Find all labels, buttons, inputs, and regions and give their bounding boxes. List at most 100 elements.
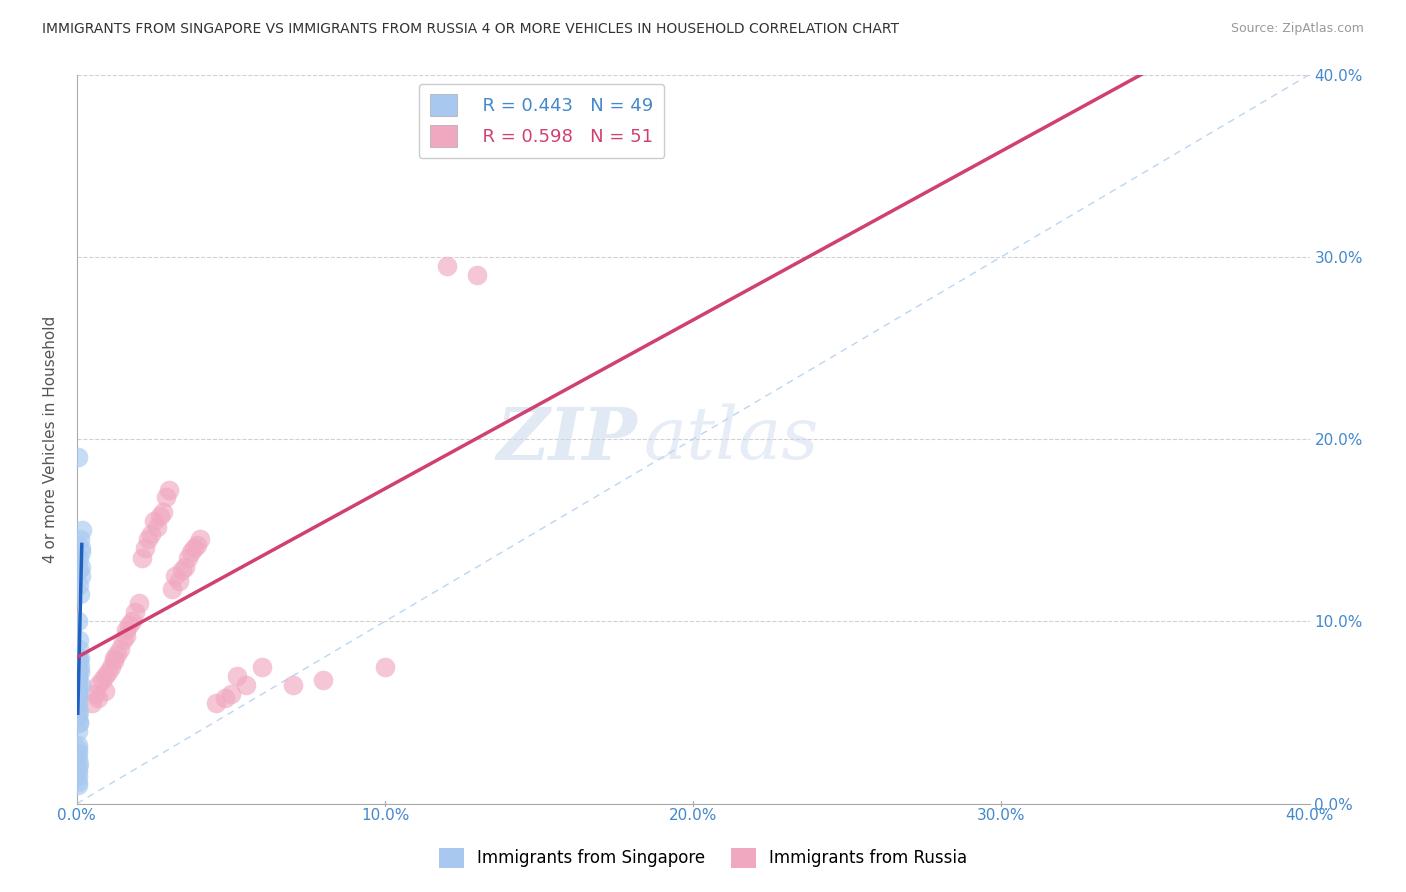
Point xyxy=(124,605,146,619)
Point xyxy=(69,650,91,665)
Point xyxy=(467,268,489,282)
Point xyxy=(66,764,89,778)
Point xyxy=(139,526,162,541)
Point xyxy=(67,683,90,698)
Point xyxy=(115,629,138,643)
Point xyxy=(67,697,90,711)
Point xyxy=(67,650,90,665)
Point xyxy=(67,632,90,647)
Point xyxy=(149,508,172,523)
Point xyxy=(226,669,249,683)
Point xyxy=(152,505,174,519)
Point xyxy=(67,669,90,683)
Point xyxy=(67,702,90,716)
Point xyxy=(67,769,90,783)
Point xyxy=(131,550,153,565)
Point xyxy=(67,746,90,760)
Point xyxy=(67,673,90,687)
Point xyxy=(103,655,125,669)
Point xyxy=(250,660,273,674)
Point xyxy=(66,778,89,792)
Point xyxy=(67,709,90,723)
Point xyxy=(204,697,226,711)
Point xyxy=(121,615,143,629)
Point xyxy=(67,615,90,629)
Point xyxy=(67,751,90,765)
Text: atlas: atlas xyxy=(644,404,820,475)
Point xyxy=(67,706,90,720)
Point xyxy=(66,450,89,465)
Text: ZIP: ZIP xyxy=(496,403,638,475)
Point xyxy=(84,687,107,701)
Legend:   R = 0.443   N = 49,   R = 0.598   N = 51: R = 0.443 N = 49, R = 0.598 N = 51 xyxy=(419,84,664,158)
Point xyxy=(118,618,141,632)
Point xyxy=(312,673,335,687)
Point xyxy=(170,563,193,577)
Text: Source: ZipAtlas.com: Source: ZipAtlas.com xyxy=(1230,22,1364,36)
Point xyxy=(66,678,89,692)
Point xyxy=(165,568,187,582)
Point xyxy=(146,519,169,533)
Point xyxy=(162,582,184,596)
Point xyxy=(67,742,90,756)
Point xyxy=(108,641,131,656)
Point xyxy=(93,669,115,683)
Point xyxy=(67,664,90,678)
Point xyxy=(436,259,458,273)
Point xyxy=(142,514,165,528)
Point xyxy=(82,697,104,711)
Point xyxy=(136,533,159,547)
Y-axis label: 4 or more Vehicles in Household: 4 or more Vehicles in Household xyxy=(44,316,58,563)
Point xyxy=(70,559,93,574)
Point xyxy=(70,568,93,582)
Point xyxy=(67,641,90,656)
Point xyxy=(97,665,120,680)
Point xyxy=(177,550,200,565)
Point xyxy=(67,756,90,771)
Point xyxy=(67,681,90,696)
Point xyxy=(90,673,112,687)
Point xyxy=(100,660,122,674)
Point xyxy=(66,687,89,701)
Point xyxy=(235,678,257,692)
Point xyxy=(66,687,89,701)
Point xyxy=(66,760,89,774)
Point xyxy=(188,533,211,547)
Point xyxy=(67,563,90,577)
Point xyxy=(70,541,93,556)
Point xyxy=(67,690,90,705)
Point xyxy=(66,723,89,738)
Point xyxy=(67,578,90,592)
Point xyxy=(134,541,156,556)
Legend: Immigrants from Singapore, Immigrants from Russia: Immigrants from Singapore, Immigrants fr… xyxy=(433,841,973,875)
Point xyxy=(180,545,202,559)
Point xyxy=(167,574,190,589)
Point xyxy=(67,658,90,673)
Point xyxy=(70,523,93,537)
Point xyxy=(67,716,90,731)
Point xyxy=(186,538,208,552)
Point xyxy=(155,491,177,505)
Point xyxy=(69,533,91,547)
Point xyxy=(69,678,91,692)
Point xyxy=(93,683,115,698)
Point xyxy=(157,483,180,497)
Point xyxy=(66,671,89,685)
Point xyxy=(115,624,138,638)
Point xyxy=(219,687,242,701)
Point xyxy=(67,665,90,680)
Point xyxy=(128,596,150,610)
Point xyxy=(214,690,236,705)
Point xyxy=(67,550,90,565)
Point xyxy=(105,647,128,661)
Point xyxy=(67,655,90,669)
Point xyxy=(69,587,91,601)
Point xyxy=(69,545,91,559)
Point xyxy=(103,650,125,665)
Point xyxy=(67,739,90,753)
Text: IMMIGRANTS FROM SINGAPORE VS IMMIGRANTS FROM RUSSIA 4 OR MORE VEHICLES IN HOUSEH: IMMIGRANTS FROM SINGAPORE VS IMMIGRANTS … xyxy=(42,22,900,37)
Point xyxy=(67,774,90,789)
Point xyxy=(69,660,91,674)
Point xyxy=(87,690,110,705)
Point xyxy=(173,559,195,574)
